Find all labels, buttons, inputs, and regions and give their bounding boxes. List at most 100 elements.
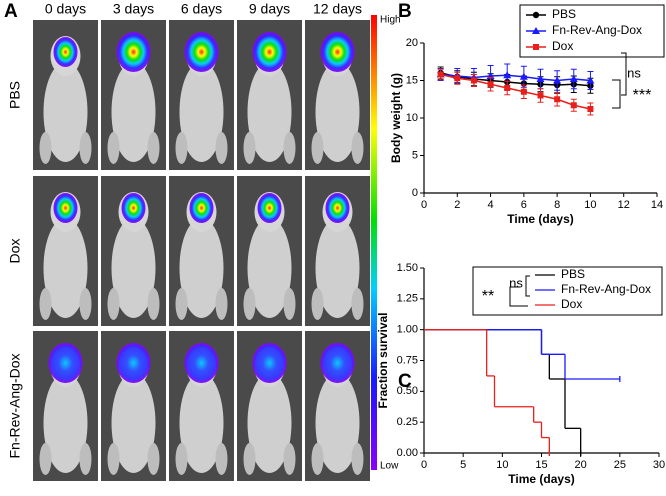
column-label: 12 days xyxy=(313,1,362,17)
signal xyxy=(325,193,350,223)
marker xyxy=(520,88,527,95)
mouse-leg xyxy=(147,288,160,320)
row-label: Dox xyxy=(7,239,23,264)
mouse-body xyxy=(179,218,224,318)
y-tick-label: 0.75 xyxy=(397,354,418,366)
row-label: Fn-Rev-Ang-Dox xyxy=(7,353,23,458)
y-tick-label: 0.25 xyxy=(397,416,418,428)
panel-label: C xyxy=(398,371,412,392)
mouse-leg xyxy=(147,132,160,164)
mouse-body xyxy=(315,373,360,473)
annotation: *** xyxy=(633,87,652,104)
x-axis-title: Time (days) xyxy=(508,472,574,486)
legend-box xyxy=(519,4,665,58)
marker xyxy=(570,102,577,109)
mouse-image xyxy=(237,20,302,170)
y-tick-label: 10 xyxy=(406,112,418,124)
legend-label: Dox xyxy=(561,297,582,311)
mouse-leg xyxy=(283,443,296,475)
mouse-leg xyxy=(107,443,120,475)
mouse-leg xyxy=(243,443,256,475)
mouse-leg xyxy=(79,288,92,320)
x-tick-label: 2 xyxy=(454,199,460,211)
mouse-image xyxy=(305,176,370,326)
y-tick-label: 0 xyxy=(412,187,418,199)
mouse-image xyxy=(33,331,98,481)
column-label: 6 days xyxy=(181,1,222,17)
mouse-leg xyxy=(311,443,324,475)
y-tick-label: 20 xyxy=(406,37,418,49)
mouse-leg xyxy=(283,132,296,164)
mouse-leg xyxy=(107,132,120,164)
x-tick-label: 14 xyxy=(651,199,663,211)
x-tick-label: 4 xyxy=(488,199,494,211)
y-tick-label: 15 xyxy=(406,74,418,86)
y-axis-title: Body weight (g) xyxy=(389,73,403,163)
marker xyxy=(569,75,578,82)
x-tick-label: 5 xyxy=(460,459,466,471)
mouse-body xyxy=(43,62,88,162)
signal xyxy=(189,193,214,223)
x-tick-label: 6 xyxy=(521,199,527,211)
mouse-leg xyxy=(79,443,92,475)
x-tick-label: 0 xyxy=(421,459,427,471)
mouse-image xyxy=(169,20,234,170)
y-tick-label: 1.25 xyxy=(397,293,418,305)
marker xyxy=(437,71,444,78)
column-label: 9 days xyxy=(249,1,290,17)
mouse-leg xyxy=(175,288,188,320)
series-line xyxy=(440,72,591,87)
legend-marker xyxy=(532,11,540,19)
mouse-image xyxy=(237,331,302,481)
mouse-leg xyxy=(215,443,228,475)
mouse-body xyxy=(43,373,88,473)
series-line xyxy=(440,73,591,110)
x-tick-label: 30 xyxy=(653,459,665,471)
mouse-body xyxy=(111,373,156,473)
colorbar xyxy=(371,15,377,470)
mouse-leg xyxy=(79,132,92,164)
annotation: ns xyxy=(509,275,523,290)
y-tick-label: 1.00 xyxy=(397,324,418,336)
column-label: 0 days xyxy=(45,1,86,17)
y-tick-label: 1.50 xyxy=(397,262,418,274)
x-tick-label: 0 xyxy=(421,199,427,211)
signal xyxy=(121,193,146,223)
legend-label: Fn-Rev-Ang-Dox xyxy=(552,23,642,37)
mouse-image xyxy=(237,176,302,326)
y-axis-title: Fraction survival xyxy=(376,312,390,408)
signal xyxy=(53,37,78,67)
mouse-image xyxy=(305,331,370,481)
marker xyxy=(537,92,544,99)
annotation: ** xyxy=(482,288,494,305)
mouse-image xyxy=(33,20,98,170)
panel-label: B xyxy=(398,1,412,22)
mouse-image xyxy=(169,176,234,326)
mouse-body xyxy=(43,218,88,318)
mouse-leg xyxy=(147,443,160,475)
mouse-leg xyxy=(243,132,256,164)
marker xyxy=(504,85,511,91)
mouse-body xyxy=(179,373,224,473)
marker xyxy=(487,81,494,88)
signal xyxy=(252,32,287,72)
y-tick-label: 5 xyxy=(412,149,418,161)
mouse-image xyxy=(101,331,166,481)
y-tick-label: 0.00 xyxy=(397,447,418,459)
mouse-leg xyxy=(215,132,228,164)
mouse-image xyxy=(305,20,370,170)
legend-label: PBS xyxy=(561,267,585,281)
marker xyxy=(470,77,477,84)
signal xyxy=(116,32,151,72)
legend-marker xyxy=(532,27,540,34)
mouse-leg xyxy=(175,132,188,164)
signal xyxy=(48,343,83,383)
column-label: 3 days xyxy=(113,1,154,17)
x-tick-label: 8 xyxy=(554,199,560,211)
mouse-body xyxy=(247,373,292,473)
legend-box xyxy=(472,266,663,316)
ns-bracket xyxy=(621,52,627,96)
marker xyxy=(519,72,528,80)
marker xyxy=(554,96,561,103)
